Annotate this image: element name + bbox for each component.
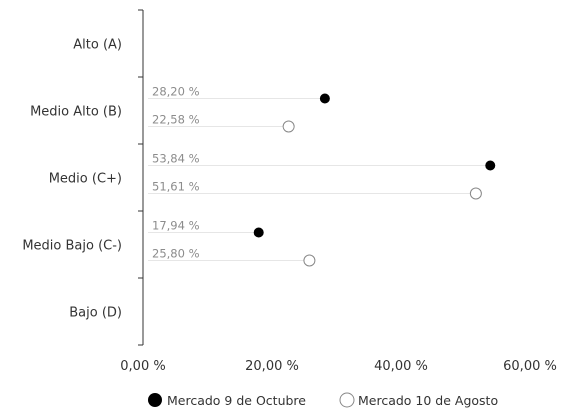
category-label: Alto (A) [73,38,122,53]
category-label: Medio (C+) [49,172,122,187]
legend-marker-filled [148,393,162,407]
data-label: 22,58 % [152,113,200,127]
legend-marker-open [339,392,355,408]
axes-layer: 0,00 % 20,00 % 40,00 % 60,00 % [120,9,557,374]
x-tick-label: 20,00 % [245,359,299,374]
x-tick-label: 0,00 % [120,359,165,374]
legend: Mercado 9 de Octubre Mercado 10 de Agosto [148,392,498,408]
category-label: Medio Bajo (C-) [22,239,122,254]
data-point-open [469,187,482,200]
x-tick-label: 40,00 % [374,359,428,374]
data-point-open [303,254,316,267]
category-label: Medio Alto (B) [30,105,122,120]
data-label: 25,80 % [152,247,200,261]
data-label: 53,84 % [152,152,200,166]
data-point-filled [485,160,496,171]
data-point-open [282,120,295,133]
category-label: Bajo (D) [69,306,122,321]
category-labels: Alto (A) Medio Alto (B) Medio (C+) Medio Ba… [22,38,122,321]
x-tick-label: 60,00 % [503,359,557,374]
data-label: 28,20 % [152,85,200,99]
data-label: 51,61 % [152,180,200,194]
data-point-filled [253,227,264,238]
data-label: 17,94 % [152,219,200,233]
legend-label: Mercado 10 de Agosto [358,393,498,408]
data-marks: 28,20 % 53,84 % 17,94 % 22,58 % 51,61 % 25,80… [148,85,496,267]
legend-label: Mercado 9 de Octubre [167,393,306,408]
data-point-filled [319,93,330,104]
